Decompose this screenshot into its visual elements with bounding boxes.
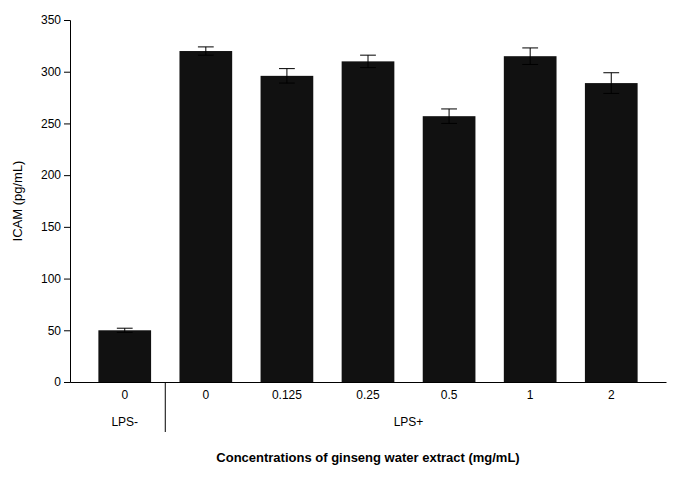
x-tick-label: 0	[202, 388, 209, 402]
error-bar	[279, 69, 295, 83]
error-cap	[279, 83, 295, 84]
x-tick-label: 0.125	[272, 388, 302, 402]
y-tick-label: 250	[41, 117, 61, 131]
error-stem	[124, 328, 125, 332]
x-tick-label: 0	[121, 388, 128, 402]
y-tick-mark	[64, 330, 70, 331]
y-tick-label: 50	[48, 324, 62, 338]
bar	[179, 51, 232, 382]
x-tick: 0.125	[272, 382, 302, 402]
x-tick: 0.25	[356, 382, 380, 402]
y-axis-line	[64, 21, 71, 383]
y-axis-title: ICAM (pg/mL)	[10, 161, 25, 242]
bar	[98, 330, 151, 382]
error-bar	[360, 55, 376, 67]
y-axis: 0 50 100 150 200 250 300 350	[41, 13, 71, 389]
x-tick: 0.5	[441, 382, 458, 402]
y-tick: 50	[48, 324, 70, 338]
y-tick-mark	[64, 227, 70, 228]
x-axis-title: Concentrations of ginseng water extract …	[216, 450, 519, 465]
y-tick-label: 200	[41, 168, 61, 182]
error-stem	[530, 48, 531, 65]
y-tick: 250	[41, 117, 70, 131]
y-tick-label: 0	[54, 375, 61, 389]
error-cap	[603, 93, 619, 94]
y-tick-mark	[64, 382, 70, 383]
error-stem	[611, 73, 612, 94]
plot: 0 50 100 150 200 250 300 350 0 0 0.125 0.25 0.5 1 2 LPS…	[10, 13, 667, 465]
error-bar	[198, 47, 214, 55]
error-cap	[441, 123, 457, 124]
y-tick: 200	[41, 168, 70, 182]
x-tick: 0	[121, 382, 128, 402]
error-cap	[522, 64, 538, 65]
error-bar	[603, 73, 619, 94]
y-tick-mark	[64, 175, 70, 176]
y-tick-mark	[64, 72, 70, 73]
y-tick: 100	[41, 272, 70, 286]
x-tick-label: 0.25	[356, 388, 380, 402]
x-tick-label: 0.5	[441, 388, 458, 402]
x-tick-label: 1	[527, 388, 534, 402]
error-cap	[441, 108, 457, 109]
bar	[423, 116, 476, 382]
y-tick-label: 350	[41, 13, 61, 27]
error-stem	[286, 69, 287, 83]
group-label: LPS-	[111, 415, 138, 429]
error-bar	[117, 328, 133, 332]
group-separator	[165, 382, 166, 432]
y-tick-mark	[64, 123, 70, 124]
error-bar	[522, 48, 538, 65]
x-axis: 0 0 0.125 0.25 0.5 1 2	[71, 382, 667, 402]
y-tick-label: 100	[41, 272, 61, 286]
y-tick-label: 300	[41, 65, 61, 79]
x-axis-line	[71, 382, 667, 383]
y-tick: 350	[41, 13, 70, 27]
x-tick-label: 2	[608, 388, 615, 402]
error-cap	[279, 68, 295, 69]
error-cap	[198, 55, 214, 56]
error-cap	[522, 47, 538, 48]
x-tick: 2	[608, 382, 615, 402]
y-tick-label: 150	[41, 220, 61, 234]
error-cap	[603, 72, 619, 73]
bar	[585, 83, 638, 382]
y-tick-mark	[64, 20, 70, 21]
bar	[342, 61, 395, 382]
y-tick: 300	[41, 65, 70, 79]
bar	[504, 56, 557, 382]
error-cap	[117, 332, 133, 333]
error-cap	[198, 46, 214, 47]
x-tick: 1	[527, 382, 534, 402]
x-tick: 0	[202, 382, 209, 402]
error-bar	[441, 109, 457, 123]
y-tick: 150	[41, 220, 70, 234]
chart: 0 50 100 150 200 250 300 350 0 0 0.125 0.25 0.5 1 2 LPS…	[0, 0, 686, 482]
bar	[261, 76, 314, 382]
bars	[98, 47, 637, 382]
error-stem	[205, 47, 206, 55]
y-tick-mark	[64, 279, 70, 280]
error-cap	[117, 328, 133, 329]
error-stem	[449, 109, 450, 123]
error-cap	[360, 67, 376, 68]
error-cap	[360, 55, 376, 56]
error-stem	[368, 55, 369, 67]
y-tick: 0	[54, 375, 70, 389]
group-label: LPS+	[394, 415, 424, 429]
